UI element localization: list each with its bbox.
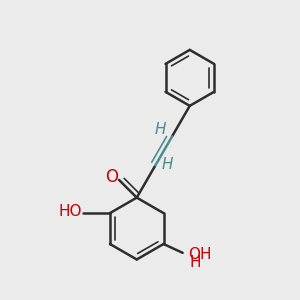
Text: H: H <box>190 255 201 270</box>
Text: H: H <box>154 122 166 136</box>
Text: O: O <box>105 168 118 186</box>
Text: HO: HO <box>58 204 82 219</box>
Text: H: H <box>162 157 173 172</box>
Text: OH: OH <box>188 247 211 262</box>
